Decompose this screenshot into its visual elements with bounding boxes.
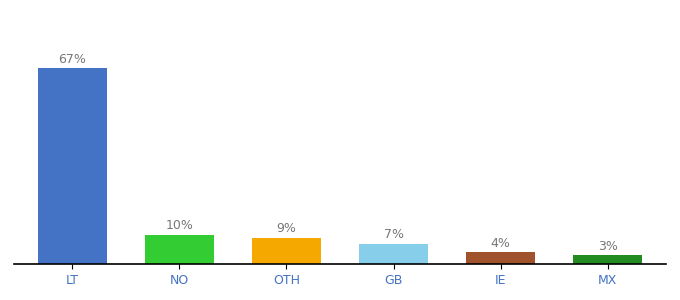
Text: 4%: 4% bbox=[490, 237, 511, 250]
Bar bbox=[359, 244, 428, 264]
Bar bbox=[37, 68, 107, 264]
Text: 9%: 9% bbox=[277, 222, 296, 236]
Text: 7%: 7% bbox=[384, 228, 403, 241]
Bar bbox=[145, 235, 214, 264]
Text: 67%: 67% bbox=[58, 53, 86, 66]
Bar bbox=[252, 238, 321, 264]
Bar bbox=[573, 255, 643, 264]
Text: 10%: 10% bbox=[165, 219, 193, 232]
Text: 3%: 3% bbox=[598, 240, 617, 253]
Bar bbox=[466, 252, 535, 264]
